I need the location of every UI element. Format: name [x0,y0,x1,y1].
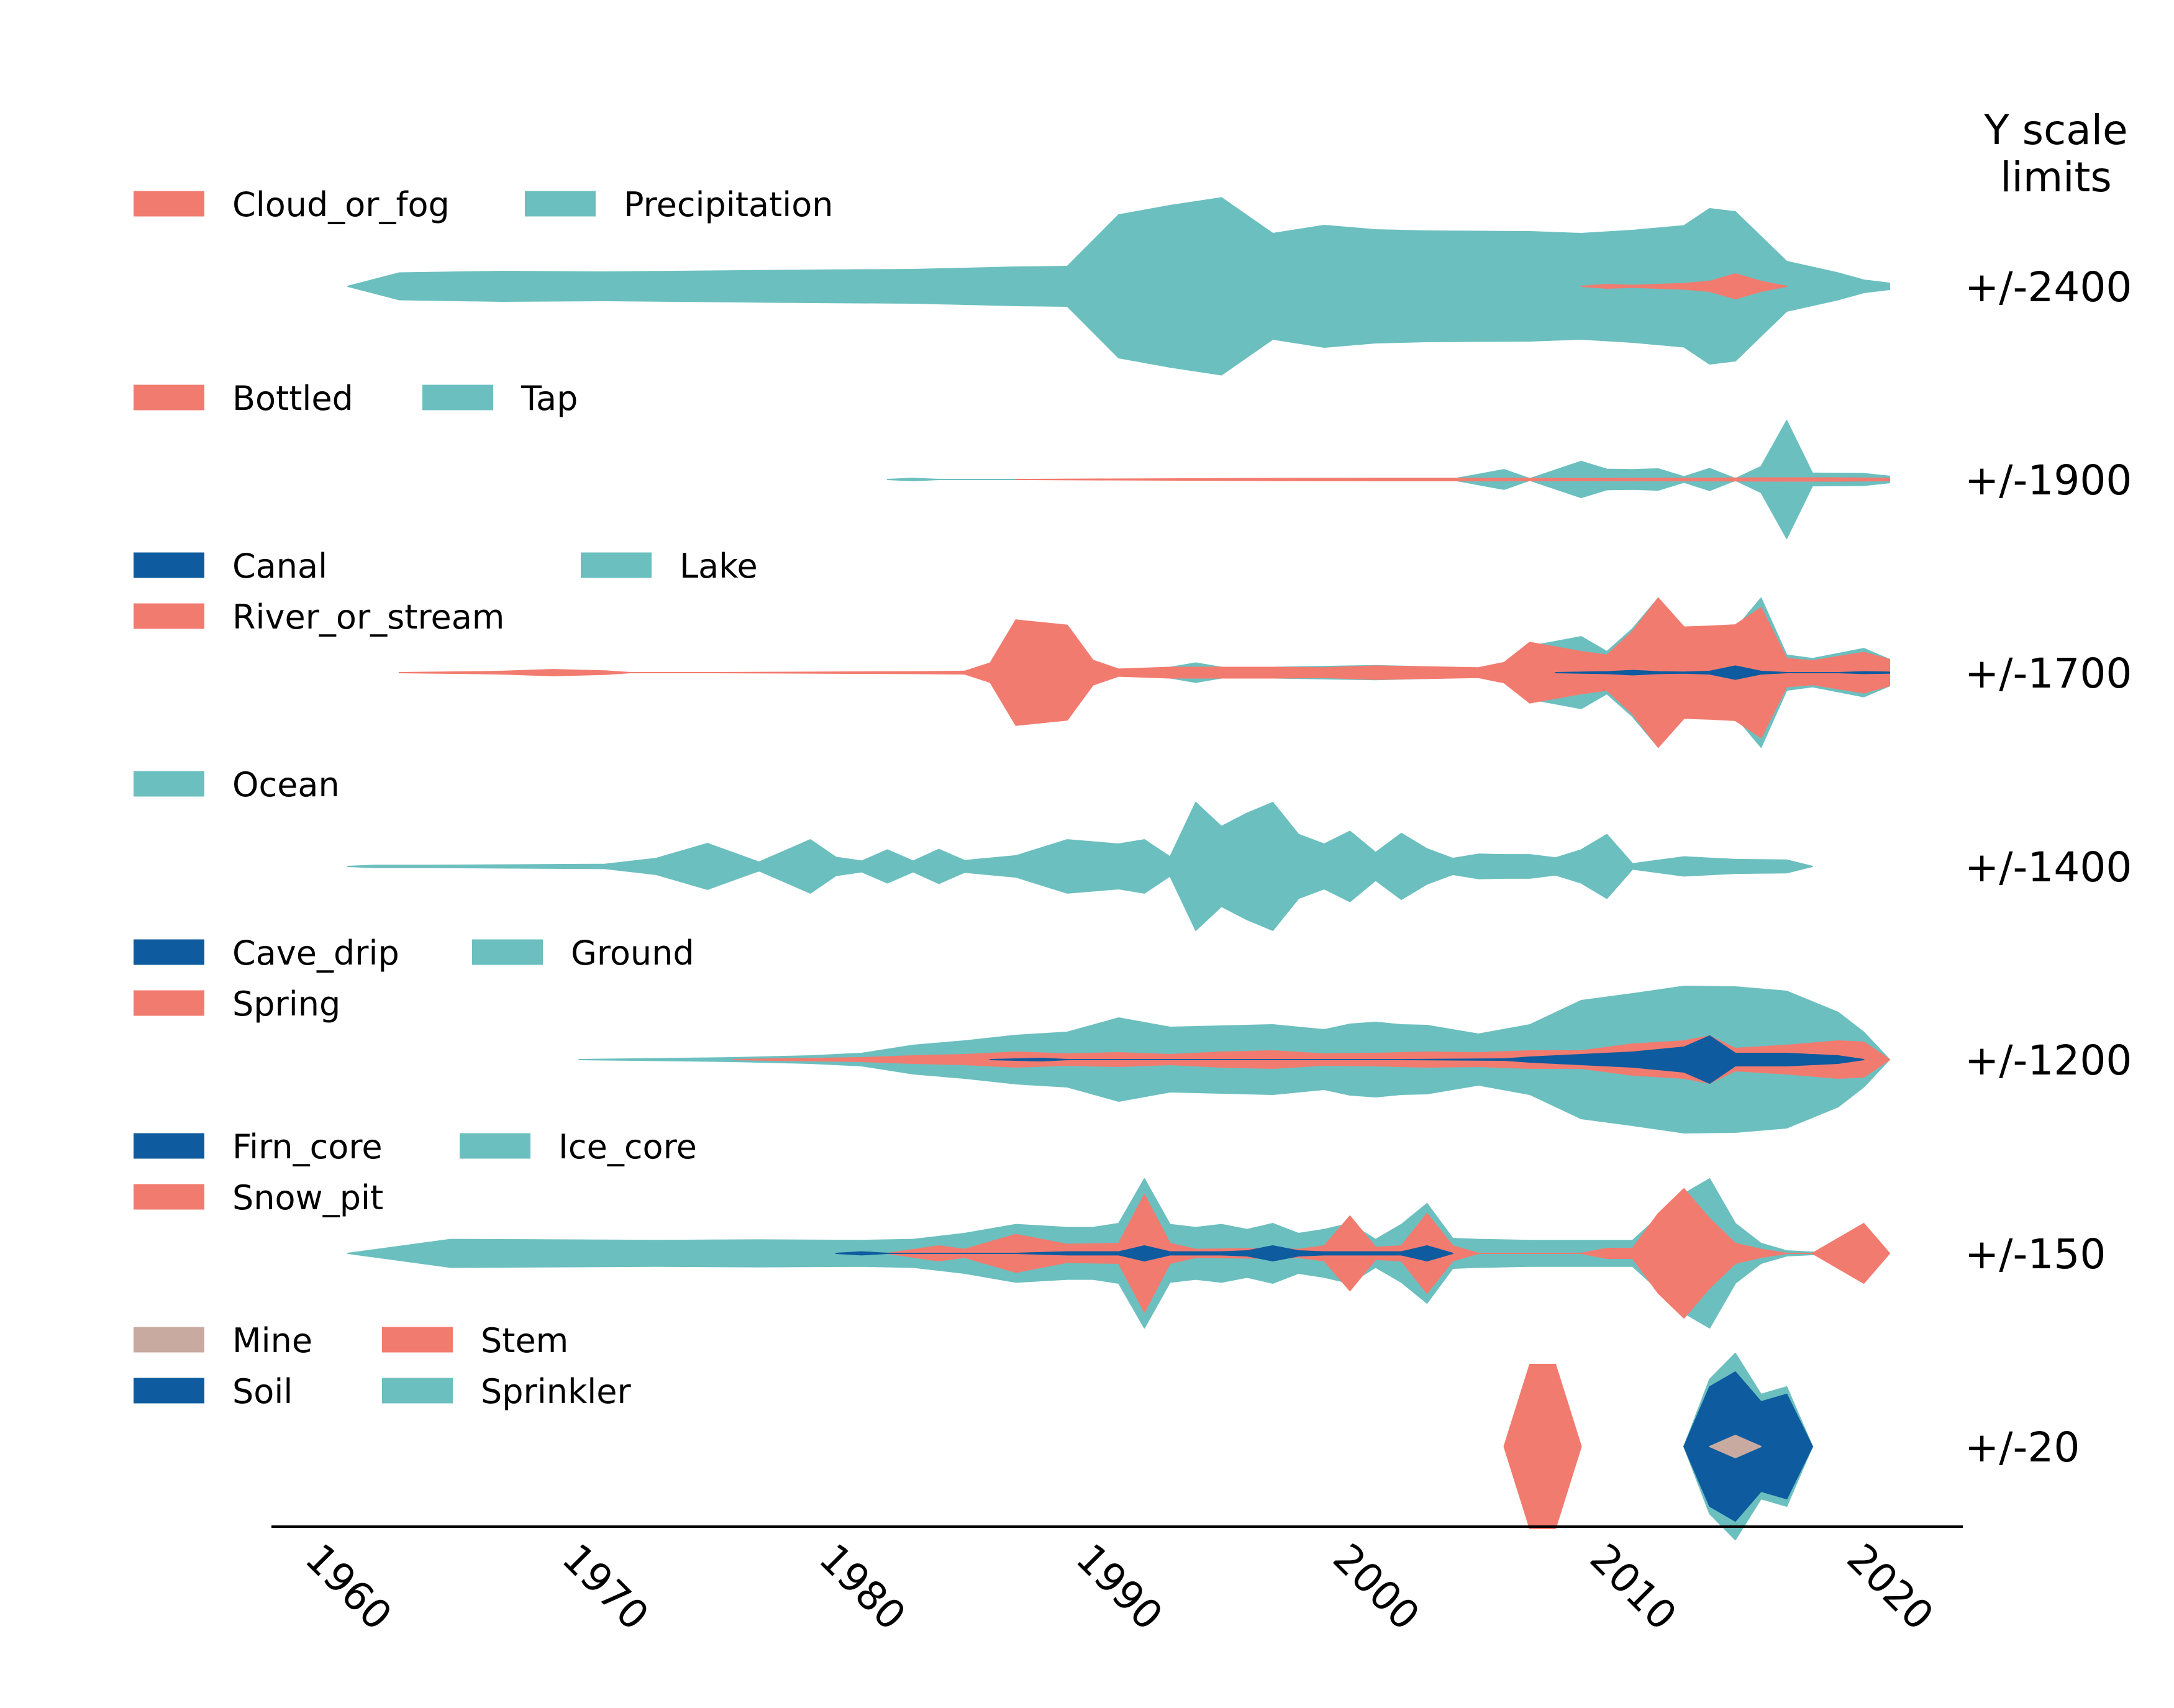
x-tick-label-1960: 1960 [296,1535,400,1639]
legend-swatch-cave-drip [134,939,204,965]
legend-swatch-canal [134,552,204,578]
legend-label-river-or-stream: River_or_stream [232,597,504,637]
legend-swatch-ice-core [460,1133,530,1159]
legend-swatch-soil [134,1378,204,1404]
scale-label-p7: +/-20 [1965,1424,2080,1471]
panel-p5: Cave_drip Ground Spring +/-1200 [134,933,2132,1133]
legend-label-ground: Ground [571,933,694,973]
legend-label-ice-core: Ice_core [558,1127,697,1166]
x-tick-label-2020: 2020 [1838,1535,1942,1639]
legend-swatch-stem [382,1327,453,1353]
legend-label-soil: Soil [232,1372,293,1411]
panels: Cloud_or_fog Precipitation +/-2400 Bottled T… [134,185,2132,1540]
legend-label-spring: Spring [232,984,340,1024]
scale-header-line1: Y scale [1983,106,2127,154]
legend-swatch-spring [134,990,204,1016]
panel-p6: Firn_core Ice_core Snow_pit +/-150 [134,1127,2106,1329]
scale-label-p6: +/-150 [1965,1230,2106,1278]
series-mine [1709,1435,1762,1458]
panel-p1: Cloud_or_fog Precipitation +/-2400 [134,185,2132,376]
legend-swatch-sprinkler [382,1378,453,1404]
legend-label-bottled: Bottled [232,379,353,418]
legend-swatch-ground [472,939,543,965]
series-stem [1503,1364,1582,1529]
legend-label-lake: Lake [680,547,758,586]
x-tick-label-2010: 2010 [1581,1535,1685,1639]
legend-label-precipitation: Precipitation [624,185,834,224]
series-ocean [347,802,1813,931]
legend-label-mine: Mine [232,1321,312,1360]
series-cloud-or-fog [1580,273,1788,299]
legend-label-ocean: Ocean [232,765,340,804]
legend-swatch-cloud-or-fog [134,191,204,217]
legend-swatch-firn-core [134,1133,204,1159]
panel-p3: Canal Lake River_or_stream +/-1700 [134,547,2132,748]
series-cave-drip [989,1035,1865,1084]
legend-label-cave-drip: Cave_drip [232,933,399,973]
scale-label-p2: +/-1900 [1965,457,2132,504]
x-tick-label-1980: 1980 [810,1535,914,1639]
scale-label-p5: +/-1200 [1965,1037,2132,1084]
series-precipitation [347,197,1890,376]
legend-swatch-tap [422,384,493,411]
x-tick-label-2000: 2000 [1324,1535,1427,1639]
legend-swatch-bottled [134,384,204,411]
legend-swatch-mine [134,1327,204,1353]
legend-swatch-precipitation [525,191,596,217]
legend-swatch-snow-pit [134,1184,204,1210]
x-tick-label-1990: 1990 [1067,1535,1171,1639]
series-firn-core [835,1245,1453,1261]
scale-label-p3: +/-1700 [1965,650,2132,697]
panel-p7: Mine Stem Soil Sprinkler +/-20 [134,1321,2080,1540]
legend-swatch-river-or-stream [134,603,204,629]
panel-p4: Ocean +/-1400 [134,765,2132,931]
legend-label-firn-core: Firn_core [232,1127,383,1166]
scale-label-p1: +/-2400 [1965,263,2132,311]
scale-header-line2: limits [2000,153,2112,201]
panel-p2: Bottled Tap +/-1900 [134,379,2132,539]
legend-label-canal: Canal [232,547,327,586]
x-axis: 1960 1970 1980 1990 2000 2010 2020 [271,1525,1963,1639]
legend-label-sprinkler: Sprinkler [481,1372,631,1411]
legend-label-tap: Tap [521,379,578,418]
legend-swatch-ocean [134,771,204,797]
legend-label-snow-pit: Snow_pit [232,1178,383,1217]
series-bottled [1015,477,1890,482]
legend-swatch-lake [581,552,652,578]
legend-label-cloud-or-fog: Cloud_or_fog [232,185,450,224]
scale-label-p4: +/-1400 [1965,843,2132,891]
legend-label-stem: Stem [481,1321,568,1360]
x-tick-label-1970: 1970 [553,1535,657,1639]
series-canal [1555,665,1890,680]
